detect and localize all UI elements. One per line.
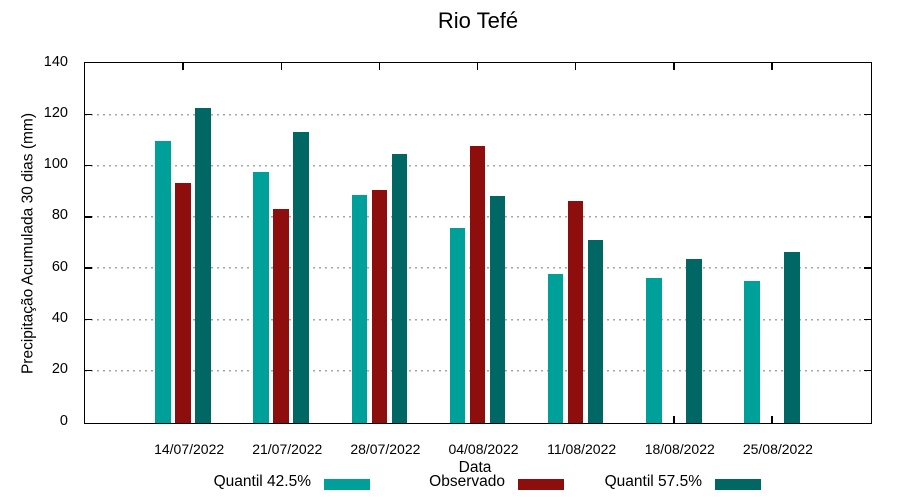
y-tick-mark-right — [864, 164, 871, 167]
legend-swatch-quantil-57-5 — [715, 479, 761, 490]
x-tick-mark-bottom — [771, 416, 773, 423]
y-tick-mark-right — [864, 267, 871, 269]
x-tick-label: 18/08/2022 — [644, 441, 715, 457]
x-tick-label: 11/08/2022 — [547, 441, 617, 457]
y-tick-label: 80 — [51, 207, 68, 224]
y-tick-label: 140 — [43, 53, 68, 70]
y-tick-label: 40 — [51, 309, 68, 326]
legend-label-quantil-57-5: Quantil 57.5% — [604, 473, 702, 490]
gridline — [85, 113, 871, 116]
legend-swatch-quantil-42-5 — [324, 479, 370, 490]
x-tick-mark-top — [280, 63, 282, 70]
x-tick-mark-top — [574, 63, 577, 70]
legend-label-observado: Observado — [429, 473, 505, 490]
bar-observado — [469, 146, 486, 423]
y-tick-mark-left — [85, 113, 92, 116]
bar-quantil-42-5 — [744, 280, 760, 423]
y-tick-label: 20 — [51, 361, 68, 378]
x-tick-mark-bottom — [673, 416, 675, 423]
bar-quantil-42-5 — [645, 278, 662, 423]
bar-observado — [175, 183, 191, 423]
bar-quantil-42-5 — [449, 228, 466, 423]
x-tick-label: 04/08/2022 — [448, 441, 519, 457]
x-tick-mark-top — [771, 63, 773, 70]
bar-quantil-42-5 — [351, 194, 368, 423]
x-tick-label: 14/07/2022 — [154, 441, 225, 457]
chart-title: Rio Tefé — [437, 8, 519, 33]
x-tick-mark-top — [378, 63, 381, 70]
x-axis-label: Data — [458, 459, 492, 476]
bar-quantil-57-5 — [293, 131, 310, 423]
legend-swatch-observado — [518, 479, 564, 490]
bar-quantil-57-5 — [391, 153, 408, 423]
bar-quantil-57-5 — [587, 239, 604, 423]
bar-quantil-42-5 — [253, 171, 270, 423]
y-tick-mark-right — [864, 216, 871, 218]
plot-area — [84, 62, 872, 424]
bar-quantil-42-5 — [547, 274, 564, 423]
x-tick-label: 21/07/2022 — [252, 441, 323, 457]
y-tick-mark-right — [864, 369, 871, 372]
y-tick-label: 0 — [59, 412, 68, 429]
bar-observado — [371, 189, 388, 423]
x-tick-mark-top — [476, 63, 479, 70]
y-tick-label: 100 — [43, 156, 68, 173]
y-tick-mark-left — [85, 164, 92, 167]
bar-quantil-57-5 — [685, 258, 702, 423]
bar-quantil-57-5 — [784, 252, 800, 423]
bar-observado — [273, 208, 290, 423]
x-tick-mark-top — [673, 63, 675, 70]
y-tick-mark-left — [85, 216, 92, 218]
y-tick-mark-left — [85, 267, 92, 269]
x-tick-label: 25/08/2022 — [742, 441, 813, 457]
x-tick-mark-top — [182, 63, 184, 70]
y-tick-mark-right — [864, 318, 871, 321]
y-tick-label: 120 — [43, 104, 68, 121]
legend-label-quantil-42-5: Quantil 42.5% — [213, 473, 311, 490]
y-tick-label: 60 — [51, 258, 68, 275]
bar-quantil-42-5 — [155, 140, 171, 423]
y-tick-mark-right — [864, 113, 871, 116]
x-tick-label: 28/07/2022 — [350, 441, 421, 457]
bar-observado — [567, 201, 584, 423]
y-tick-mark-left — [85, 318, 92, 321]
bar-quantil-57-5 — [195, 107, 211, 423]
bar-quantil-57-5 — [489, 196, 506, 423]
y-tick-mark-left — [85, 369, 92, 372]
